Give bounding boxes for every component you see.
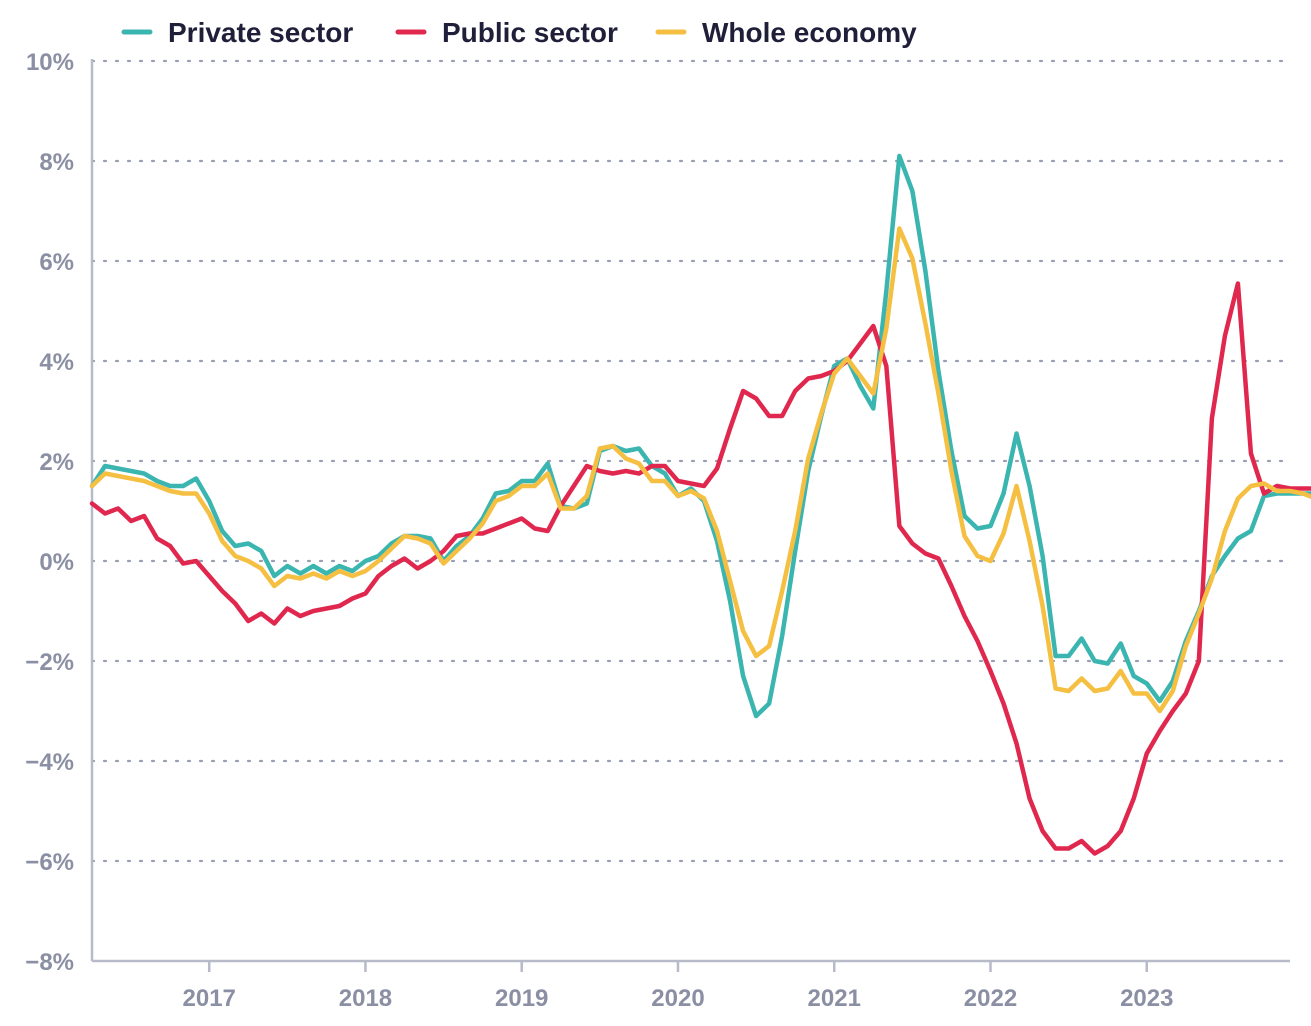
x-tick-label: 2017 [183, 985, 236, 1012]
grid-lines [90, 59, 1292, 863]
series-lines [89, 153, 1311, 856]
legend-item-private-sector: Private sector [121, 17, 353, 48]
y-tick-label: 2% [39, 449, 74, 476]
x-tick-label: 2020 [651, 985, 704, 1012]
series-line-whole-economy [89, 226, 1311, 714]
x-axis-ticks: 2017 2018 2019 2020 2021 2022 2023 [183, 961, 1173, 1012]
x-tick-label: 2021 [808, 985, 861, 1012]
legend-item-whole-economy: Whole economy [655, 17, 917, 48]
legend-label: Private sector [168, 17, 353, 48]
y-tick-label: −2% [25, 649, 74, 676]
y-tick-label: 8% [39, 149, 74, 176]
y-tick-label: 6% [39, 249, 74, 276]
y-tick-label: 0% [39, 549, 74, 576]
y-tick-label: −8% [25, 949, 74, 976]
y-axis-ticks: 10% 8% 6% 4% 2% 0% −2% −4% −6% −8% [25, 49, 74, 976]
y-tick-label: 10% [26, 49, 74, 76]
legend-item-public-sector: Public sector [395, 17, 618, 48]
series-line-public-sector [89, 281, 1311, 856]
series-line-private-sector [89, 153, 1311, 719]
x-tick-label: 2023 [1120, 985, 1173, 1012]
legend: Private sector Public sector Whole economy [121, 17, 917, 48]
x-tick-label: 2018 [339, 985, 392, 1012]
y-tick-label: 4% [39, 349, 74, 376]
x-tick-label: 2022 [964, 985, 1017, 1012]
axes [90, 59, 1290, 963]
legend-label: Public sector [442, 17, 618, 48]
legend-label: Whole economy [702, 17, 917, 48]
x-tick-label: 2019 [495, 985, 548, 1012]
y-tick-label: −6% [25, 849, 74, 876]
y-tick-label: −4% [25, 749, 74, 776]
